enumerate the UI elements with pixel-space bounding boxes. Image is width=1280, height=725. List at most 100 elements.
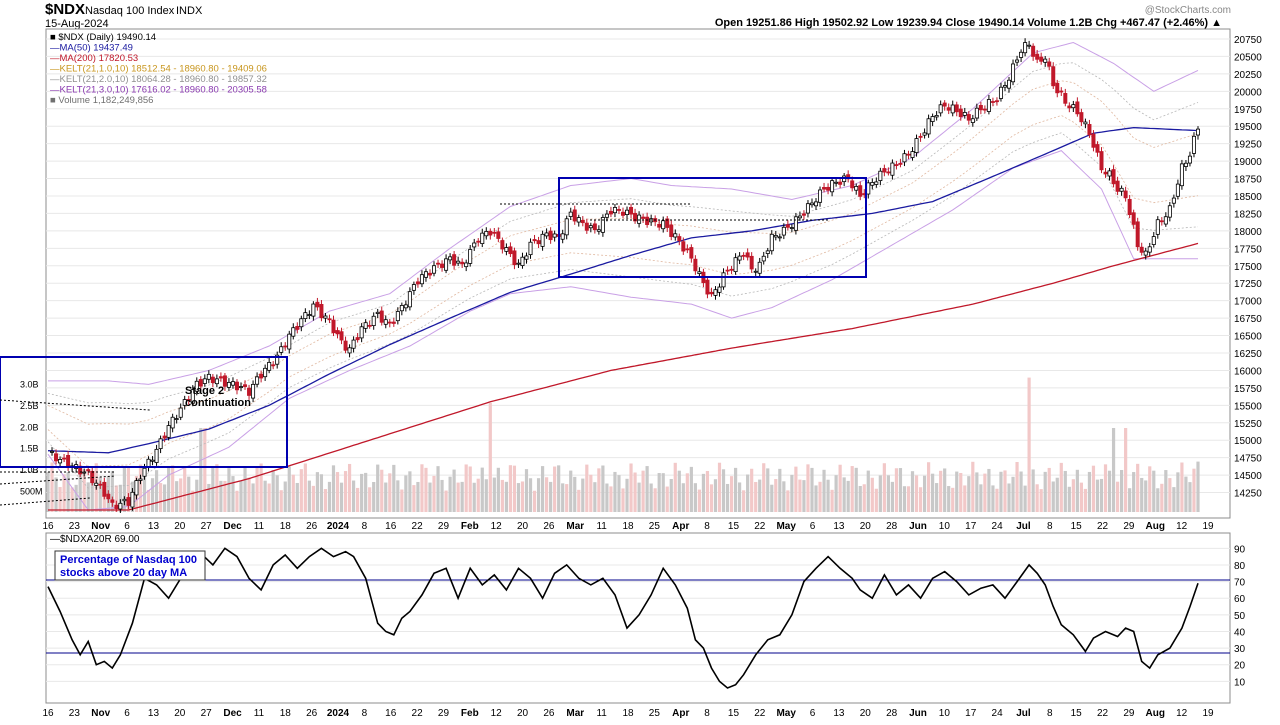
candle-up xyxy=(255,377,258,384)
candle-down xyxy=(62,458,65,459)
price-tick-label: 18500 xyxy=(1234,192,1262,203)
volume-bar xyxy=(987,469,990,512)
volume-bar xyxy=(589,475,592,512)
volume-bar xyxy=(1044,472,1047,512)
price-tick-label: 17500 xyxy=(1234,262,1262,273)
candle-up xyxy=(971,119,974,123)
candle-down xyxy=(943,103,946,106)
volume-bar xyxy=(1168,478,1171,512)
candle-down xyxy=(497,232,500,239)
x-tick-label: 12 xyxy=(491,708,503,719)
candle-up xyxy=(577,218,580,222)
x-tick-label: 24 xyxy=(992,708,1004,719)
volume-bar xyxy=(545,477,548,512)
volume-bar xyxy=(782,481,785,512)
volume-bar xyxy=(1120,470,1123,512)
candle-up xyxy=(999,87,1002,98)
candle-down xyxy=(316,302,319,307)
volume-bar xyxy=(855,468,858,512)
volume-bar xyxy=(999,472,1002,512)
volume-bar xyxy=(264,481,267,512)
candle-down xyxy=(1092,134,1095,147)
volume-bar xyxy=(183,466,186,512)
candle-down xyxy=(991,101,994,102)
candle-up xyxy=(300,319,303,327)
volume-bar xyxy=(260,464,263,512)
candle-down xyxy=(111,500,114,503)
candle-up xyxy=(1188,156,1191,163)
candle-up xyxy=(268,362,271,370)
volume-bar xyxy=(247,478,250,512)
candle-up xyxy=(1164,217,1167,224)
candle-down xyxy=(883,168,886,172)
volume-bar xyxy=(469,466,472,512)
candle-up xyxy=(565,219,568,235)
candle-down xyxy=(549,231,552,240)
candle-up xyxy=(911,152,914,158)
candle-down xyxy=(726,270,729,271)
volume-bar xyxy=(199,428,202,512)
volume-bar xyxy=(412,485,415,512)
volume-bar xyxy=(239,481,242,512)
volume-bar xyxy=(955,472,958,512)
candle-down xyxy=(328,319,331,320)
price-tick-label: 16250 xyxy=(1234,349,1262,360)
volume-bar xyxy=(231,476,234,512)
x-tick-label: 24 xyxy=(992,521,1004,532)
x-tick-label: 23 xyxy=(69,708,81,719)
legend-entry: —KELT(21,3.0,10) 17616.02 - 18960.80 - 2… xyxy=(50,85,267,96)
volume-bar xyxy=(485,479,488,512)
volume-bar xyxy=(1072,479,1075,512)
candle-up xyxy=(613,207,616,212)
x-tick-label: May xyxy=(776,708,796,719)
candle-down xyxy=(694,259,697,271)
price-tick-label: 16000 xyxy=(1234,366,1262,377)
chart-date: 15-Aug-2024 xyxy=(45,18,109,30)
volume-bar xyxy=(167,466,170,512)
candle-up xyxy=(404,305,407,308)
volume-bar xyxy=(931,474,934,512)
candle-down xyxy=(127,497,130,505)
candle-up xyxy=(1148,247,1151,252)
volume-bar xyxy=(159,483,162,512)
candle-down xyxy=(742,255,745,256)
candle-down xyxy=(392,322,395,323)
candle-down xyxy=(955,105,958,112)
breadth-tick-label: 40 xyxy=(1234,627,1246,638)
candle-up xyxy=(714,290,717,296)
candle-up xyxy=(1028,45,1031,46)
candle-down xyxy=(243,385,246,387)
volume-bar xyxy=(360,474,363,512)
volume-bar xyxy=(995,489,998,512)
volume-bar xyxy=(923,476,926,512)
candle-up xyxy=(734,258,737,272)
volume-bar xyxy=(738,482,741,512)
candle-up xyxy=(818,190,821,202)
volume-bar xyxy=(1108,471,1111,512)
x-tick-label: 6 xyxy=(124,708,130,719)
candle-up xyxy=(444,259,447,270)
volume-bar xyxy=(710,484,713,512)
candle-down xyxy=(959,109,962,117)
volume-bar xyxy=(726,484,729,512)
volume-bar xyxy=(553,467,556,512)
candle-down xyxy=(1060,91,1063,92)
x-tick-label: 13 xyxy=(833,708,845,719)
candle-down xyxy=(670,225,673,237)
candle-up xyxy=(545,233,548,236)
candle-down xyxy=(1036,54,1039,59)
candle-up xyxy=(835,182,838,183)
volume-bar xyxy=(1088,472,1091,512)
volume-bar xyxy=(605,484,608,512)
candle-up xyxy=(131,492,134,507)
volume-bar xyxy=(227,468,230,512)
candle-down xyxy=(537,241,540,244)
candle-down xyxy=(899,163,902,164)
volume-bar xyxy=(561,483,564,512)
volume-bar xyxy=(392,465,395,512)
x-tick-label: 22 xyxy=(1097,521,1109,532)
x-tick-label: 18 xyxy=(622,521,634,532)
volume-bar xyxy=(308,481,311,512)
volume-bar xyxy=(742,490,745,512)
volume-bar xyxy=(1007,483,1010,512)
